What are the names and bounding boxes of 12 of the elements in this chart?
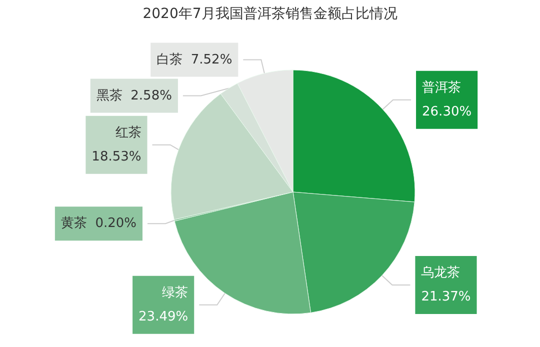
data-label: 18.53% [92,149,142,164]
data-label: 26.30% [422,104,472,120]
slice-label: 绿茶 [162,285,188,300]
chart-title: 2020年7月我国普洱茶销售金额占比情况 [142,5,398,22]
data-label: 23.49% [138,309,188,324]
slice-label: 白茶 7.52% [156,52,232,68]
slice-label: 黑茶 2.58% [96,88,172,104]
slice-label: 普洱茶 [422,79,462,96]
data-label: 21.37% [421,290,471,305]
slice-label: 红茶 [115,125,142,140]
slice-label: 乌龙茶 [421,266,460,281]
slice-label: 黄茶 0.20% [60,216,136,232]
